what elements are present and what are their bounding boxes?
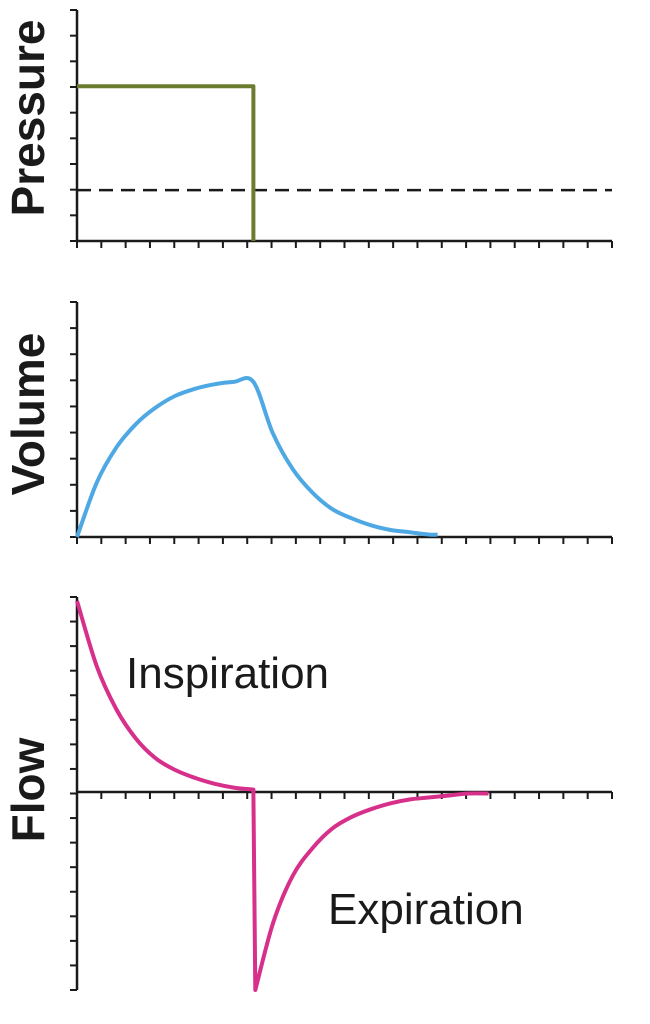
volume-ticks [70, 301, 613, 544]
flow-axis-label: Flow [2, 737, 54, 842]
pressure-ticks [70, 9, 613, 248]
expiration-label: Expiration [328, 885, 524, 934]
flow-trace [75, 600, 489, 992]
volume-panel: Volume [2, 301, 613, 544]
pressure-panel: Pressure [2, 9, 613, 248]
volume-trace [75, 376, 438, 538]
pressure-axis-label: Pressure [2, 20, 54, 217]
flow-panel: Flow Inspiration Expiration [2, 596, 613, 992]
volume-axis-label: Volume [2, 333, 54, 496]
inspiration-label: Inspiration [126, 649, 329, 698]
pressure-trace [77, 84, 256, 241]
